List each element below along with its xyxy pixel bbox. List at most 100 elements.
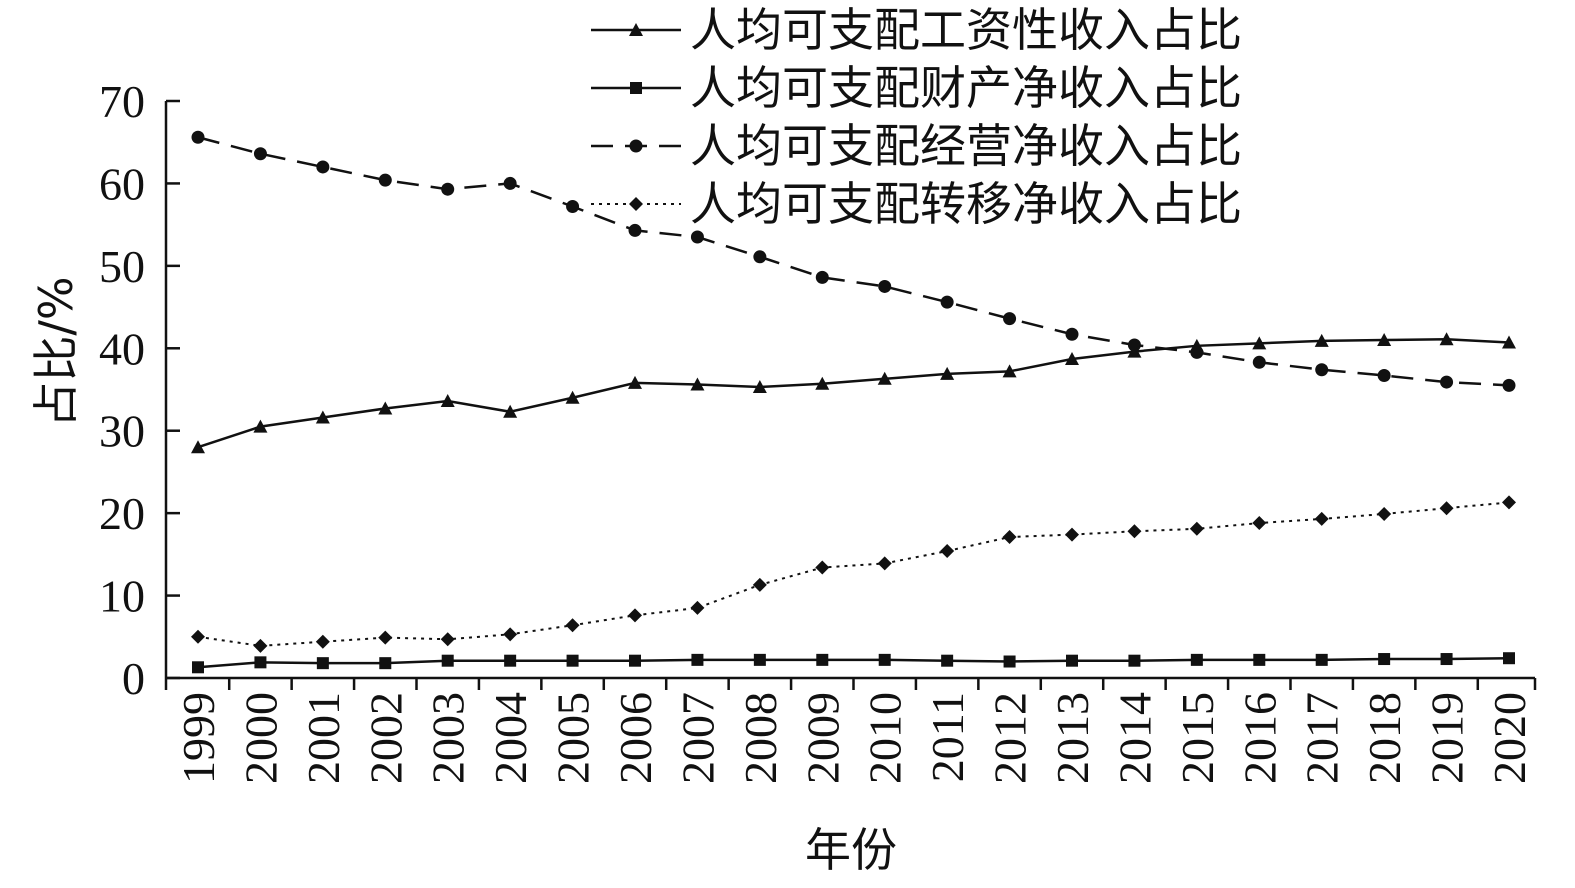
x-tick-label: 2007 [672,692,723,784]
x-tick-label: 2012 [985,692,1036,784]
legend-marker [629,139,643,153]
data-point [1502,335,1516,349]
y-tick-label: 70 [99,76,145,127]
data-point [316,657,329,670]
y-tick-label: 30 [99,406,145,457]
y-ticks: 0 10 20 30 40 50 60 70 [99,76,180,704]
data-point [1189,521,1204,536]
data-point [940,366,955,380]
data-point [1503,652,1515,665]
y-tick-label: 20 [99,488,145,539]
legend-marker [629,197,643,211]
x-tick-label: 2010 [860,692,911,784]
data-point [504,654,517,667]
data-point [1066,654,1078,667]
data-point [940,544,955,559]
data-point [752,380,767,394]
y-tick-label: 0 [122,653,145,704]
data-point [753,653,766,666]
x-axis-title: 年份 [805,823,897,877]
data-point [253,147,267,161]
legend-item: 人均可支配经营净收入占比 [591,119,1242,173]
x-tick-label: 2014 [1109,692,1160,784]
data-point [816,653,829,666]
data-point [565,618,580,633]
legend: 人均可支配工资性收入占比人均可支配财产净收入占比人均可支配经营净收入占比人均可支… [591,3,1242,231]
data-point [1065,327,1079,341]
legend-label: 人均可支配转移净收入占比 [690,177,1242,231]
data-point [1003,655,1016,668]
legend-item: 人均可支配转移净收入占比 [591,177,1242,231]
data-point [1252,336,1267,350]
data-point [441,654,454,667]
data-point [1065,527,1079,542]
data-point [1377,506,1392,521]
data-point [1127,338,1141,352]
data-point [628,223,642,237]
data-point [815,560,830,575]
data-point [1190,345,1204,359]
legend-item: 人均可支配财产净收入占比 [591,61,1242,115]
data-point [378,401,393,415]
legend-item: 人均可支配工资性收入占比 [591,3,1242,57]
x-tick-label: 2020 [1484,692,1535,784]
data-point [1252,516,1267,531]
data-point [1440,653,1453,666]
x-tick-label: 2006 [610,692,661,784]
data-point [253,419,268,433]
series-line [197,136,1510,387]
data-point [690,230,704,244]
data-point [878,653,891,666]
data-point [1439,332,1454,346]
axes [164,101,1535,680]
data-point [440,394,455,408]
x-tick-label: 2009 [797,692,848,784]
data-point [1377,333,1392,347]
data-point [565,390,580,404]
data-point [690,600,705,615]
series-line [197,337,1510,449]
data-point [1439,501,1454,516]
data-point [1002,530,1017,545]
data-point [941,654,954,667]
x-tick-label: 2008 [735,692,786,784]
data-point [815,376,830,390]
data-point [503,176,517,190]
data-point [316,160,330,174]
x-tick-label: 2015 [1172,692,1223,784]
data-point [752,577,767,592]
data-point [877,371,892,385]
data-point [1315,653,1328,666]
data-point [191,440,205,454]
legend-marker [630,82,642,94]
data-point [1252,355,1266,369]
legend-label: 人均可支配经营净收入占比 [690,119,1242,173]
data-point [1502,495,1516,510]
data-point [878,279,892,293]
data-point [1127,524,1142,539]
data-point [1128,654,1141,667]
data-point [1190,653,1203,666]
data-point [315,410,330,424]
data-point [1378,653,1391,666]
data-point [566,654,579,667]
x-tick-label: 2005 [548,692,599,784]
x-tick-label: 2013 [1047,692,1098,784]
x-tick-label: 2016 [1234,692,1285,784]
y-axis-title: 占比/% [29,276,83,427]
x-tick-label: 2017 [1297,692,1348,784]
data-point [690,377,705,391]
data-point [1377,368,1391,382]
x-tick-label: 2001 [298,692,349,784]
data-point [628,608,642,623]
data-point [253,638,268,653]
data-point [1065,352,1079,366]
data-point [815,270,829,284]
y-tick-label: 40 [99,323,145,374]
data-point [877,556,892,571]
data-point [1440,375,1454,389]
data-point [628,375,642,389]
data-point [379,657,392,670]
legend-label: 人均可支配财产净收入占比 [690,61,1242,115]
